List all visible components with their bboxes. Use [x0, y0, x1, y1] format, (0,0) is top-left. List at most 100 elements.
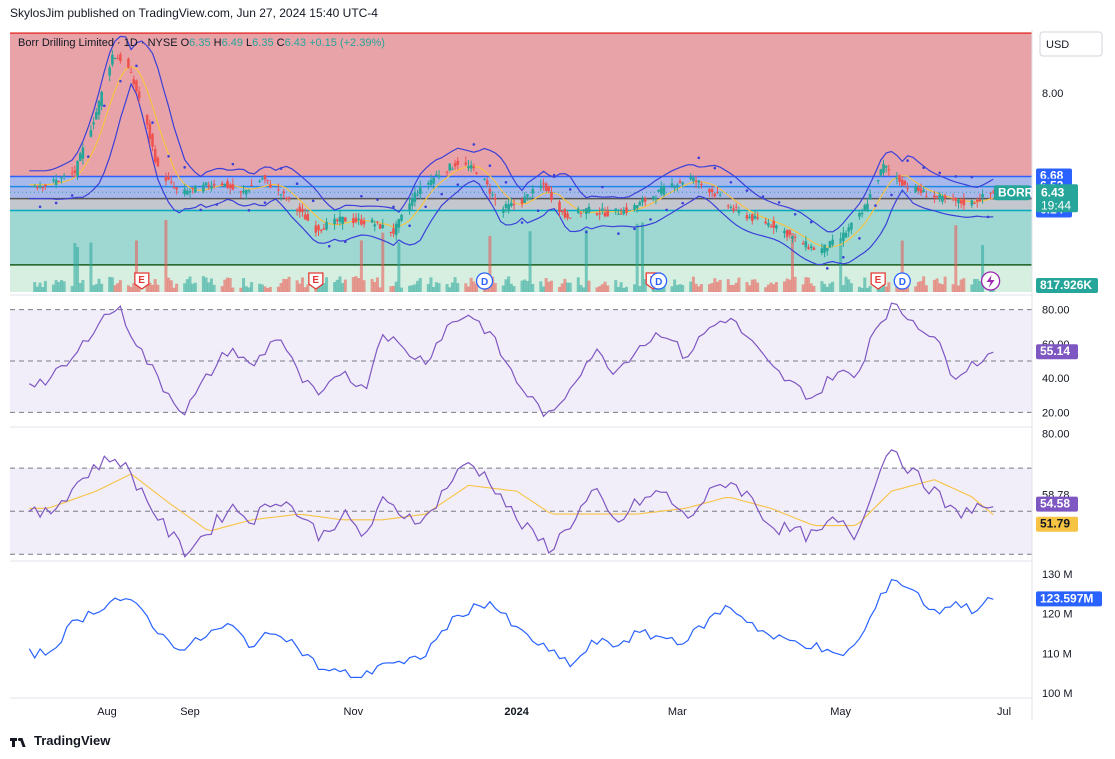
candle-body — [451, 168, 454, 170]
dividend-event-icon[interactable]: D — [893, 272, 911, 290]
candle-body — [542, 183, 545, 185]
split-event-icon[interactable] — [980, 271, 1001, 291]
candle-body — [295, 209, 299, 211]
volume-bar — [531, 283, 535, 292]
candle-body — [183, 189, 186, 195]
earnings-event-icon[interactable]: E — [308, 272, 324, 290]
parabolic-sar-dot — [665, 208, 668, 212]
candle-body — [357, 218, 360, 220]
candle-body — [689, 177, 693, 180]
volume-bar — [207, 282, 211, 292]
volume-bar — [922, 276, 926, 292]
volume-bar — [507, 276, 511, 292]
volume-bar — [782, 281, 786, 292]
candle-body — [978, 199, 982, 202]
volume-bar — [865, 287, 869, 292]
tradingview-footer: TradingView — [10, 733, 110, 748]
candle-body — [673, 187, 676, 189]
candle-body — [582, 209, 585, 211]
candle-body — [520, 199, 524, 204]
volume-bar — [978, 280, 982, 292]
candle-body — [335, 219, 339, 222]
candle-body — [76, 160, 79, 176]
candle-body — [164, 176, 168, 182]
earnings-event-icon[interactable]: E — [134, 272, 150, 290]
volume-bar — [956, 285, 960, 292]
volume-bar — [549, 280, 553, 292]
volume-bar — [887, 282, 891, 292]
volume-bar — [616, 286, 620, 292]
candle-body — [726, 205, 730, 207]
volume-bar — [568, 282, 572, 292]
dividend-event-icon[interactable]: D — [475, 272, 494, 290]
candle-body — [475, 172, 478, 175]
candle-body — [879, 169, 883, 176]
earnings-event-icon[interactable]: E — [870, 272, 886, 290]
candle-body — [435, 174, 438, 176]
candle-body — [900, 179, 904, 186]
candle-body — [641, 199, 644, 203]
volume-bar — [78, 282, 82, 292]
candle-body — [325, 222, 328, 230]
volume-bar — [239, 287, 243, 292]
parabolic-sar-dot — [520, 221, 524, 224]
volume-bar — [962, 278, 966, 292]
candle-body — [812, 247, 816, 251]
volume-bar — [81, 279, 85, 292]
currency-selector[interactable] — [1039, 31, 1103, 57]
candle-body — [38, 185, 42, 188]
volume-bar — [193, 282, 197, 292]
volume-bar — [57, 282, 61, 292]
candle-body — [204, 182, 208, 185]
volume-bar — [981, 245, 985, 292]
candle-body — [418, 186, 422, 195]
candle-body — [732, 208, 735, 212]
candle-body — [493, 198, 497, 200]
candle-body — [397, 218, 401, 228]
candle-body — [151, 134, 154, 147]
volume-bar — [860, 287, 864, 292]
volume-bar — [33, 282, 37, 292]
candle-body — [737, 210, 741, 213]
volume-bar — [62, 281, 66, 292]
volume-bar — [389, 286, 393, 292]
candle-body — [692, 177, 695, 182]
dividend-event-icon[interactable]: D — [649, 272, 668, 290]
symbol-ohlc-header: Borr Drilling Limited · 1D · NYSE O6.35 … — [18, 37, 385, 49]
parabolic-sar-dot — [135, 64, 138, 68]
parabolic-sar-dot — [327, 244, 331, 248]
candle-body — [298, 206, 302, 212]
parabolic-sar-dot — [103, 104, 106, 108]
candle-body — [57, 181, 61, 183]
parabolic-sar-dot — [70, 194, 74, 197]
time-axis-tick: Nov — [344, 706, 364, 718]
volume-bar — [370, 278, 374, 292]
candle-body — [338, 216, 342, 222]
candle-body — [228, 184, 232, 189]
parabolic-sar-dot — [247, 209, 251, 212]
event-label: E — [312, 275, 319, 286]
volume-bar — [857, 286, 861, 292]
volume-bar — [884, 286, 888, 292]
volume-bar — [448, 287, 452, 292]
volume-bar — [619, 282, 623, 292]
volume-bar — [434, 282, 438, 292]
candle-body — [191, 187, 194, 189]
candle-body — [844, 232, 848, 238]
parabolic-sar-dot — [793, 212, 797, 216]
parabolic-sar-dot — [215, 203, 219, 206]
candle-body — [108, 67, 111, 76]
volume-bar — [699, 284, 703, 292]
candle-body — [437, 175, 441, 178]
candle-body — [119, 54, 122, 62]
volume-bar — [89, 242, 93, 292]
candle-body — [523, 196, 527, 203]
parabolic-sar-dot — [697, 156, 701, 160]
candle-body — [560, 211, 564, 213]
volume-bar — [772, 284, 776, 292]
candle-body — [483, 178, 486, 180]
publisher-line: SkylosJim published on TradingView.com, … — [10, 6, 378, 20]
parabolic-sar-dot — [392, 205, 395, 209]
candle-body — [512, 204, 516, 206]
